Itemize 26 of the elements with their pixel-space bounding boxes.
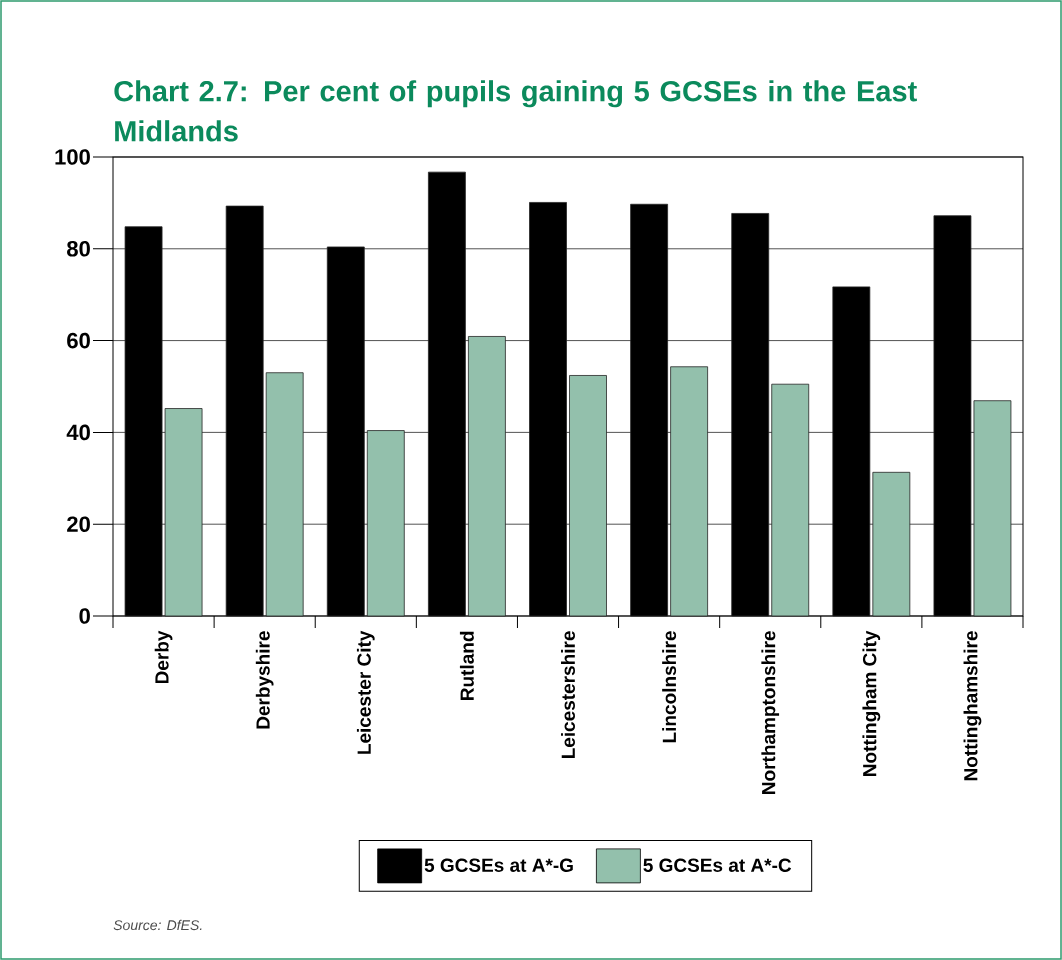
y-tick-label: 100 xyxy=(55,149,90,165)
y-tick-label: 40 xyxy=(66,424,90,441)
bar xyxy=(872,471,911,617)
bar xyxy=(265,372,304,617)
source-note: Source: DfES. xyxy=(113,919,202,931)
x-tick-label: Leicester City xyxy=(356,630,375,754)
bar xyxy=(670,366,709,617)
chart-title: Chart 2.7: Per cent of pupils gaining 5 GCSEs in the East Midlands xyxy=(114,80,917,142)
bar xyxy=(366,430,405,617)
y-tick-label: 20 xyxy=(67,516,90,532)
legend-label: 5 GCSEs at A*-C xyxy=(643,858,792,872)
bar xyxy=(569,375,607,617)
legend-label: 5 GCSEs at A*-G xyxy=(424,858,573,872)
x-tick-label: Northamptonshire xyxy=(761,631,780,794)
x-tick-label: Rutland xyxy=(459,631,474,700)
y-tick-label: 80 xyxy=(67,240,90,257)
x-tick-label: Nottingham City xyxy=(862,630,881,776)
bar xyxy=(771,383,810,617)
x-tick-label: Derbyshire xyxy=(255,631,274,729)
x-tick-label: Lincolnshire xyxy=(662,631,677,743)
x-tick-label: Derby xyxy=(154,630,173,684)
x-tick-label: Nottinghamshire xyxy=(963,631,982,781)
bar xyxy=(468,336,506,617)
x-tick-label: Leicestershire xyxy=(561,631,575,759)
y-tick-label: 0 xyxy=(79,608,90,624)
y-tick-label: 60 xyxy=(67,332,90,349)
